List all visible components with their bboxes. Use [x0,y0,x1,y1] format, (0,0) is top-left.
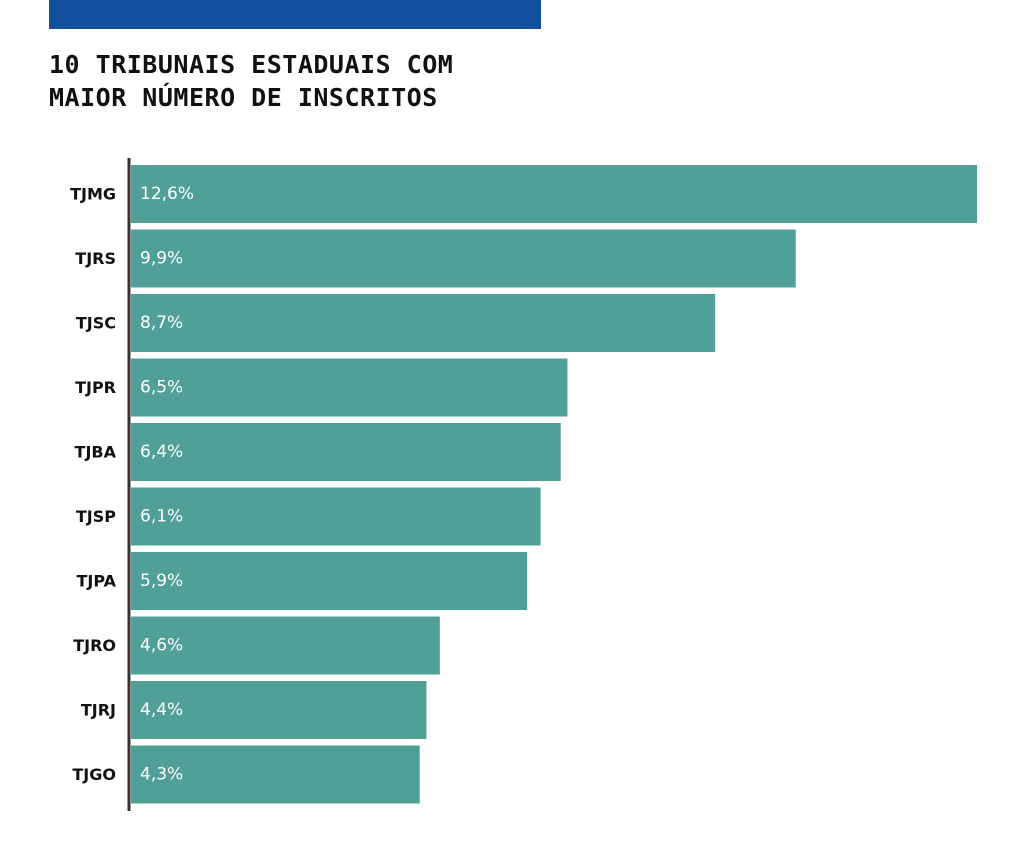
bar-tjpr [131,358,568,417]
value-label-tjba: 6,4% [140,442,183,462]
value-label-tjmg: 12,6% [140,184,194,204]
value-label-tjrj: 4,4% [140,700,183,720]
category-label-tjpr: TJPR [75,378,116,397]
category-label-tjgo: TJGO [72,765,116,784]
value-label-tjro: 4,6% [140,636,183,656]
value-label-tjpr: 6,5% [140,378,183,398]
category-label-tjsp: TJSP [76,507,116,526]
value-label-tjrs: 9,9% [140,249,183,269]
category-label-tjsc: TJSC [76,314,116,333]
bar-tjmg [131,165,977,223]
bar-tjsp [131,487,541,546]
bar-tjgo [131,745,420,804]
category-label-tjrj: TJRJ [81,701,116,720]
bar-tjro [131,616,440,675]
bar-tjpa [131,552,528,610]
category-label-tjro: TJRO [73,636,116,655]
chart-title: 10 TRIBUNAIS ESTADUAIS COM MAIOR NÚMERO … [49,50,454,112]
value-label-tjsp: 6,1% [140,507,183,527]
category-label-tjpa: TJPA [76,572,116,591]
value-label-tjgo: 4,3% [140,765,183,785]
category-label-tjmg: TJMG [70,185,116,204]
category-label-tjba: TJBA [75,443,117,462]
category-label-tjrs: TJRS [75,249,116,268]
bar-tjrs [131,229,796,288]
bar-tjrj [131,681,427,739]
accent-header-bar [49,0,541,29]
bar-tjba [131,423,561,481]
bar-tjsc [131,294,716,352]
value-label-tjsc: 8,7% [140,313,183,333]
value-label-tjpa: 5,9% [140,571,183,591]
